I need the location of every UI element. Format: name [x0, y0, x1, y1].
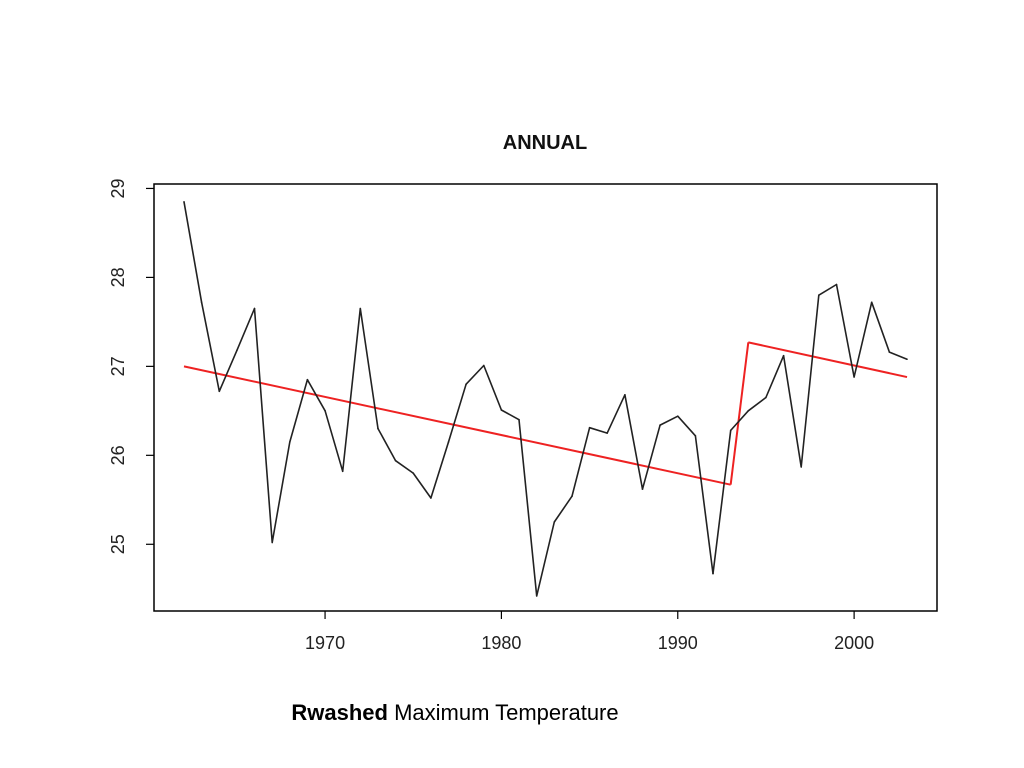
trend-segment: [748, 341, 908, 379]
x-axis: 1970 1980 1990 2000: [305, 611, 874, 653]
trend-line: [183, 341, 908, 486]
data-point: [483, 364, 485, 367]
data-point: [236, 349, 238, 352]
data-point: [200, 301, 203, 304]
data-point: [641, 488, 644, 490]
chart-title: ANNUAL: [503, 132, 587, 154]
data-point: [765, 396, 767, 399]
data-point: [412, 472, 415, 474]
data-point: [183, 201, 185, 203]
data-point: [606, 432, 608, 434]
data-point: [571, 495, 573, 498]
caption-station-name: Rwashed: [291, 700, 388, 725]
data-point: [906, 358, 908, 361]
data-point: [624, 394, 626, 396]
data-point: [835, 283, 838, 286]
data-point: [588, 426, 591, 429]
data-point: [518, 418, 520, 421]
data-point: [289, 441, 291, 443]
data-point: [465, 383, 467, 386]
x-tick-label: 1980: [481, 633, 521, 653]
data-point: [324, 410, 326, 412]
data-point: [447, 441, 450, 443]
y-tick-label: 26: [108, 445, 128, 465]
trend-segment: [183, 365, 731, 486]
data-point: [782, 354, 785, 357]
data-point: [500, 409, 503, 411]
data-point: [818, 294, 820, 297]
data-point: [359, 307, 362, 310]
data-point: [341, 470, 344, 473]
data-point: [853, 376, 855, 378]
data-point: [870, 301, 873, 304]
x-tick-label: 2000: [834, 633, 874, 653]
data-point: [659, 424, 661, 426]
plot-frame: [153, 183, 938, 612]
data-point: [271, 541, 274, 544]
data-point: [306, 378, 309, 381]
data-point: [430, 497, 432, 499]
x-tick-label: 1970: [305, 633, 345, 653]
annual-series: [183, 201, 908, 597]
data-point: [218, 390, 221, 393]
y-axis: 25 26 27 28 29: [108, 178, 154, 554]
figure-caption: Rwashed Maximum Temperature: [0, 700, 910, 726]
y-tick-label: 27: [108, 356, 128, 376]
data-point: [394, 459, 397, 462]
data-point: [729, 429, 732, 432]
data-point: [677, 415, 679, 418]
y-tick-label: 29: [108, 178, 128, 198]
data-point: [712, 572, 714, 575]
data-point: [747, 410, 750, 412]
data-point: [377, 427, 379, 430]
data-point: [694, 435, 697, 437]
data-point: [888, 351, 891, 353]
data-point: [253, 307, 256, 310]
y-tick-label: 28: [108, 267, 128, 287]
data-point: [535, 595, 538, 597]
trend-segment: [729, 342, 750, 485]
y-tick-label: 25: [108, 534, 128, 554]
data-point: [800, 466, 802, 468]
annual-series-line: [183, 201, 908, 597]
data-point: [553, 521, 556, 523]
x-tick-label: 1990: [658, 633, 698, 653]
caption-variable: Maximum Temperature: [387, 700, 619, 725]
